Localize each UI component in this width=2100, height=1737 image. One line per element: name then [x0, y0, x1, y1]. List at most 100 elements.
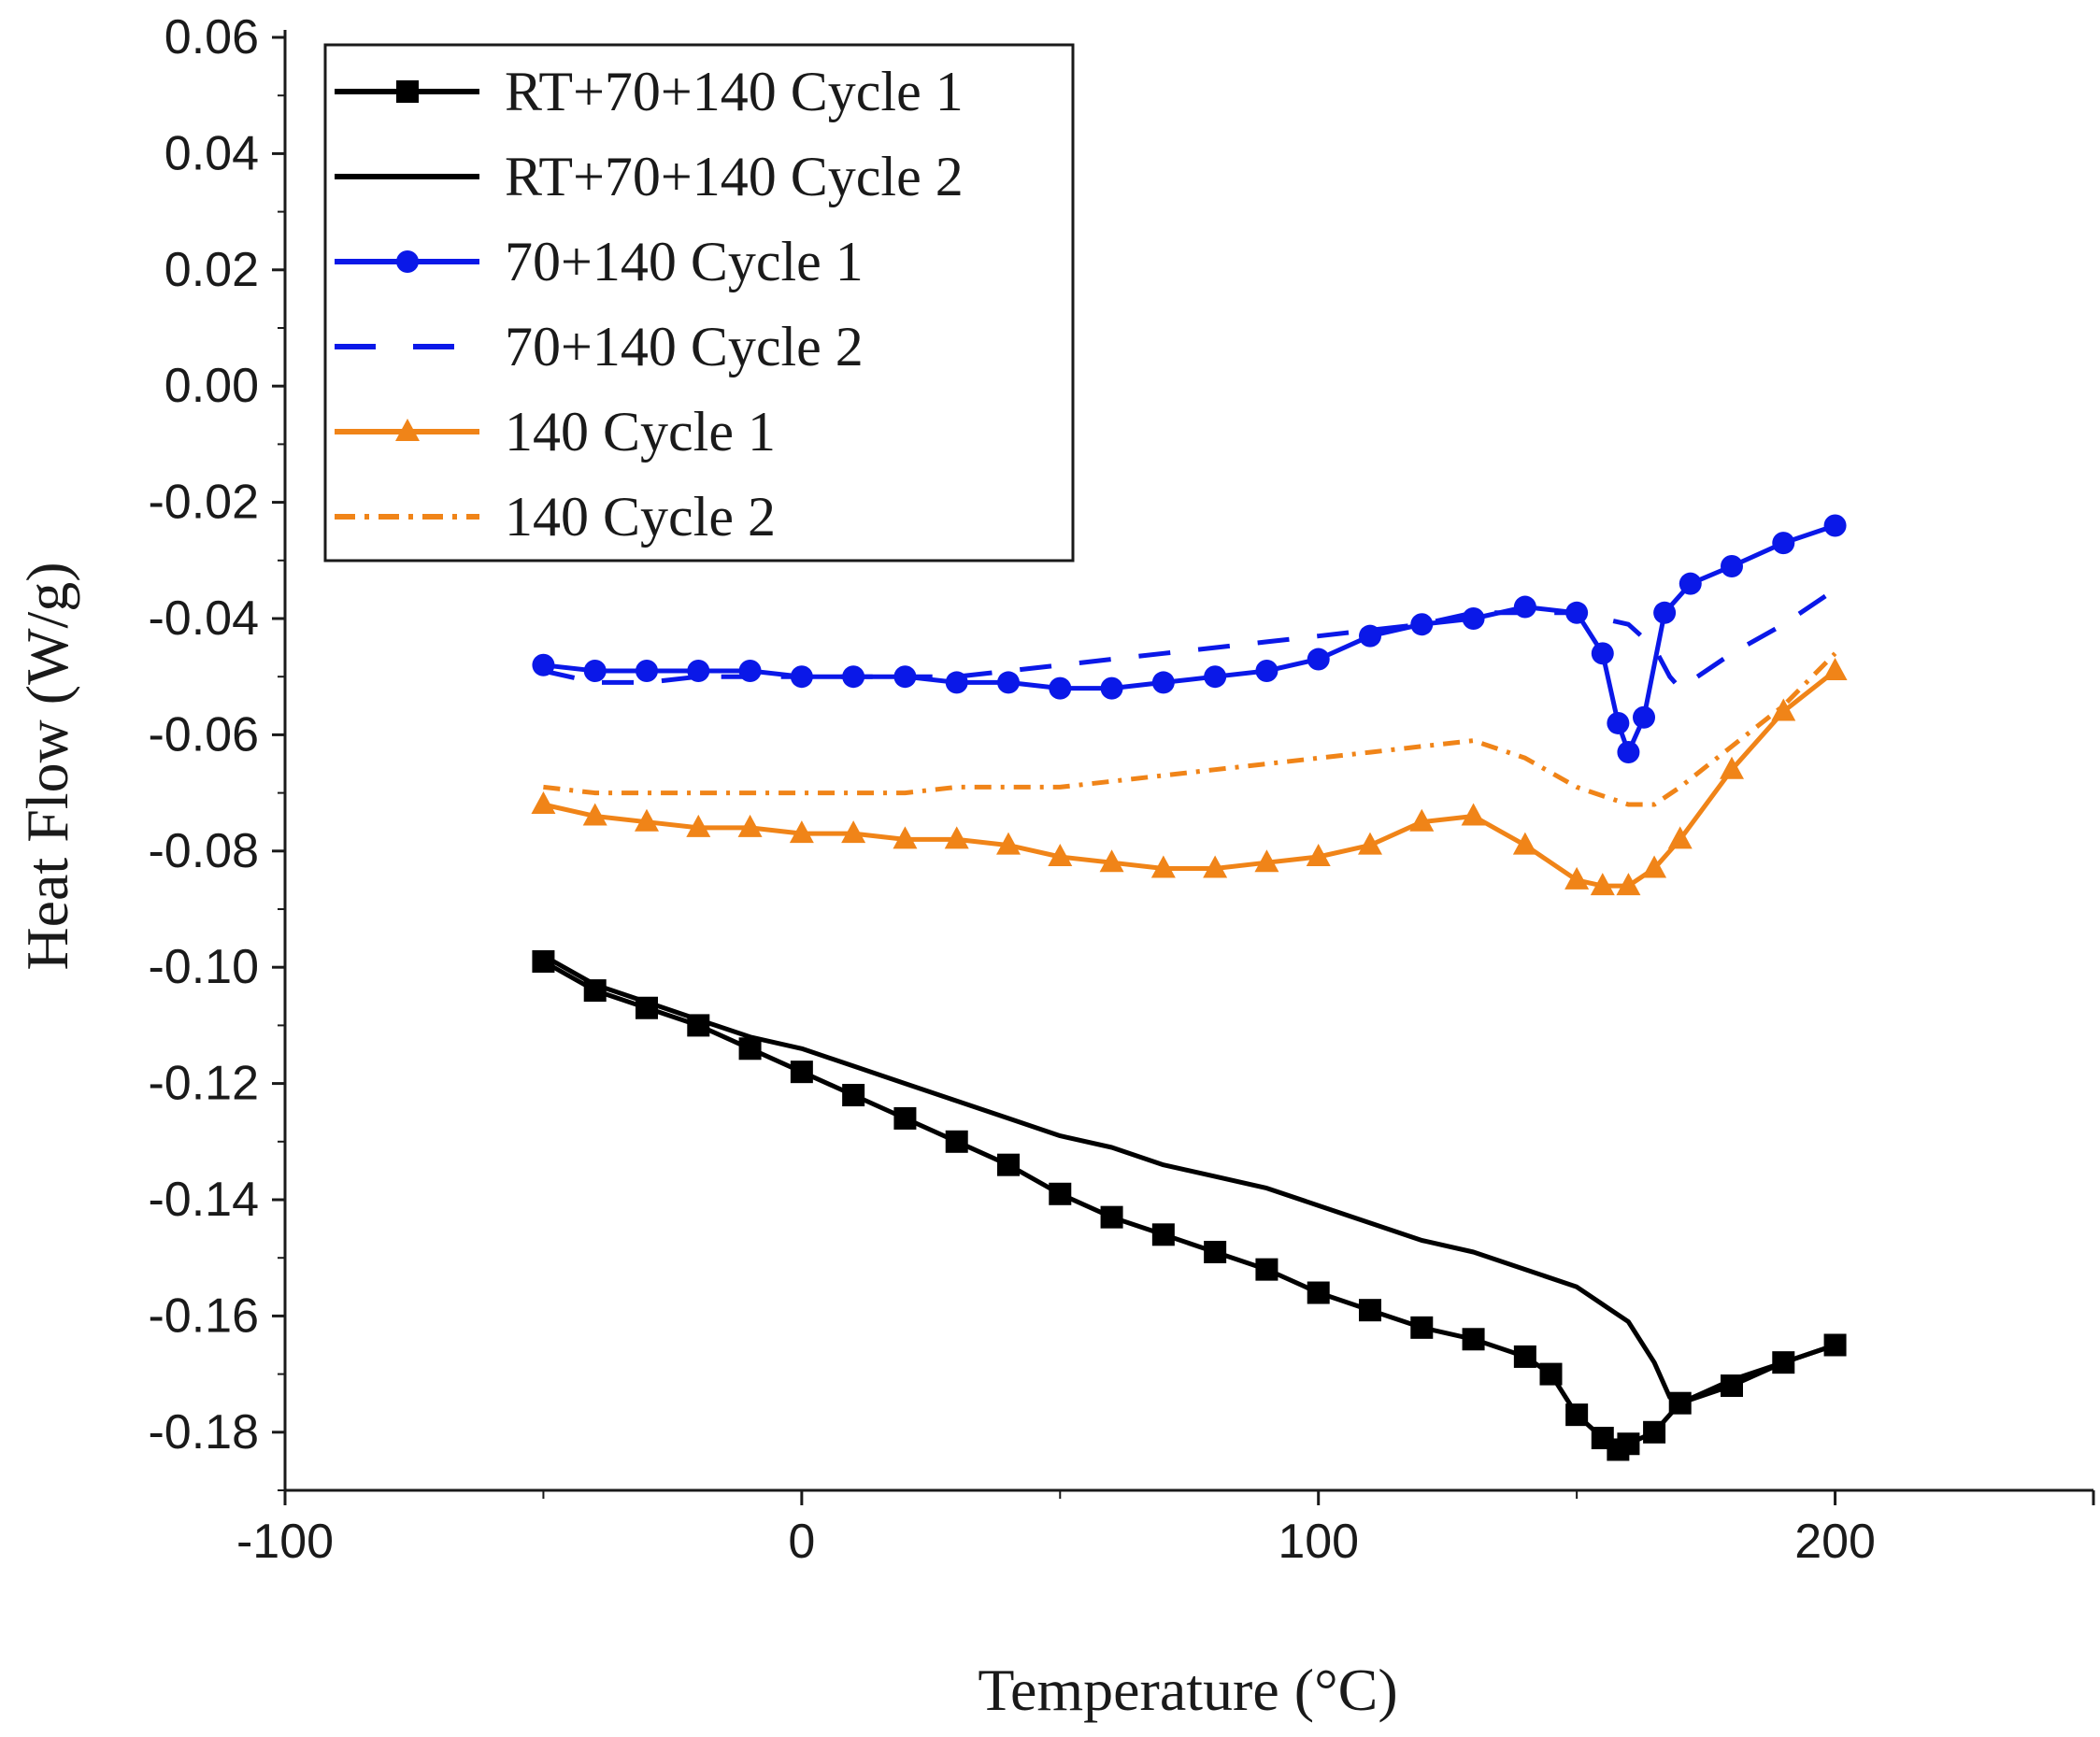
series-5-marker: [1409, 808, 1435, 832]
plot-markers: [531, 514, 1848, 1461]
series-5-marker: [1590, 873, 1615, 896]
series-3-marker: [1633, 705, 1656, 729]
y-tick-label: -0.16: [148, 1289, 259, 1343]
series-5-marker: [531, 791, 556, 815]
series-1-marker: [1307, 1281, 1330, 1304]
series-3-marker: [997, 671, 1020, 694]
legend-label-6: 140 Cycle 2: [505, 486, 776, 548]
series-5-marker: [893, 826, 918, 849]
legend-label-4: 70+140 Cycle 2: [505, 316, 864, 377]
series-1-marker: [532, 949, 555, 973]
y-tick-label: -0.12: [148, 1057, 259, 1111]
series-line-4: [542, 587, 1836, 691]
legend-label-3: 70+140 Cycle 1: [505, 231, 864, 292]
series-line-6: [543, 651, 1837, 807]
series-3-marker: [1772, 532, 1795, 555]
series-3-marker: [583, 659, 607, 682]
series-1-marker: [1204, 1240, 1227, 1263]
legend-marker-1: [396, 80, 419, 103]
series-1-marker: [1617, 1432, 1640, 1456]
x-tick-label: 0: [788, 1515, 815, 1569]
series-3-marker: [1591, 642, 1614, 665]
series-1-marker: [1565, 1403, 1589, 1427]
series-1-marker: [1823, 1333, 1847, 1357]
series-5-marker: [1822, 657, 1848, 680]
legend: RT+70+140 Cycle 1 RT+70+140 Cycle 2 70+140…: [323, 43, 1075, 562]
x-tick-label: 100: [1278, 1515, 1359, 1569]
series-1-marker: [893, 1106, 917, 1130]
series-5-marker: [1306, 844, 1331, 867]
series-5-marker: [1616, 873, 1641, 896]
y-tick-label: -0.02: [148, 476, 259, 530]
series-1-marker: [1772, 1351, 1795, 1374]
series-1-marker: [842, 1084, 865, 1107]
series-5-marker: [1358, 832, 1382, 855]
series-1-marker: [1643, 1420, 1666, 1444]
series-3-marker: [1307, 648, 1330, 671]
series-5-marker: [635, 808, 659, 832]
series-3-marker: [1462, 607, 1485, 630]
legend-box: [323, 43, 1075, 562]
series-3-marker: [532, 653, 555, 676]
series-5-marker: [1512, 832, 1537, 855]
series-5-marker: [1667, 826, 1693, 849]
y-tick-label: -0.18: [148, 1405, 259, 1459]
y-tick-label: 0.04: [164, 126, 259, 180]
legend-label-2: RT+70+140 Cycle 2: [505, 146, 964, 207]
x-axis-title: Temperature (°C): [978, 1657, 1397, 1723]
x-tick-label: 200: [1794, 1515, 1876, 1569]
series-3-marker: [1359, 624, 1381, 648]
series-1-marker: [1721, 1374, 1743, 1398]
y-tick-label: -0.06: [148, 707, 259, 762]
series-5-marker: [841, 820, 866, 844]
series-1-marker: [1100, 1205, 1123, 1229]
y-tick-label: 0.02: [164, 243, 259, 297]
series-1-marker: [687, 1014, 710, 1037]
series-3-marker: [893, 665, 917, 689]
y-axis-title: Heat Flow (W/g): [14, 562, 80, 970]
series-5-marker: [1150, 855, 1176, 878]
series-5-marker: [582, 803, 607, 826]
axes: 0.06 0.04 0.02 0.00 -0.02 -0.04 -0.06 -0.08 -0.1…: [148, 10, 2095, 1569]
series-5-marker: [1048, 844, 1073, 867]
series-3-marker: [1255, 659, 1279, 682]
series-1-marker: [1255, 1258, 1279, 1281]
series-1-marker: [1359, 1299, 1381, 1322]
series-5-marker: [789, 820, 814, 844]
series-1-marker: [790, 1061, 813, 1084]
series-3-marker: [1513, 595, 1536, 619]
x-tick-label: -100: [236, 1515, 334, 1569]
series-3-marker: [1410, 613, 1434, 636]
series-3-marker: [1823, 514, 1847, 537]
series-3-marker: [636, 659, 658, 682]
legend-marker-3: [396, 250, 419, 273]
series-3-marker: [1653, 601, 1677, 624]
series-1-marker: [997, 1153, 1020, 1176]
series-1-marker: [1513, 1345, 1536, 1368]
series-5-marker: [1254, 849, 1279, 873]
y-tick-label: -0.14: [148, 1173, 259, 1227]
series-1-marker: [738, 1037, 762, 1061]
series-5-marker: [1720, 756, 1744, 779]
series-5-marker: [686, 814, 711, 837]
series-1-marker: [1539, 1362, 1563, 1386]
series-5-marker: [1642, 855, 1667, 878]
y-tick-label: 0.06: [164, 10, 259, 64]
series-3-marker: [1679, 572, 1702, 595]
series-5-marker: [944, 826, 969, 849]
series-3-marker: [945, 671, 968, 694]
series-3-marker: [1204, 665, 1227, 689]
series-1-marker: [583, 979, 607, 1003]
series-5-marker: [737, 814, 763, 837]
series-3-marker: [687, 659, 710, 682]
y-tick-label: -0.08: [148, 824, 259, 878]
legend-label-1: RT+70+140 Cycle 1: [505, 61, 964, 122]
series-3-marker: [1565, 601, 1589, 624]
series-1-marker: [636, 996, 658, 1019]
series-3-marker: [1049, 676, 1072, 700]
series-1-marker: [1462, 1328, 1485, 1351]
series-5-marker: [1564, 866, 1590, 890]
series-5-marker: [1771, 698, 1796, 721]
series-5-marker: [1461, 803, 1486, 826]
